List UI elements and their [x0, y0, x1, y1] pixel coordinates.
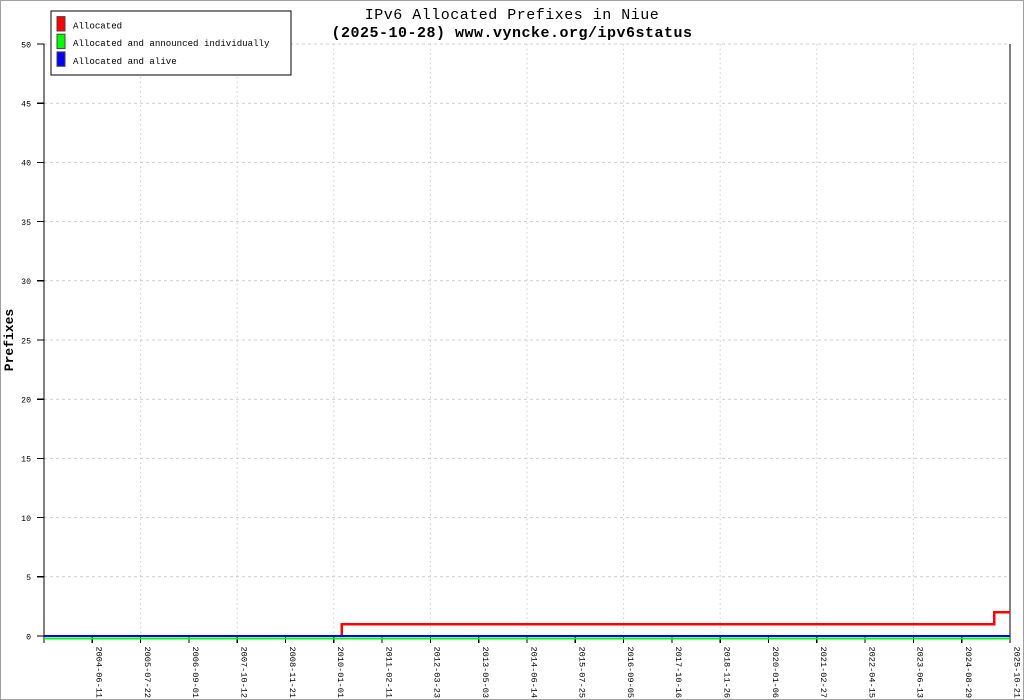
svg-text:2008-11-21: 2008-11-21 — [287, 647, 297, 699]
svg-text:2005-07-22: 2005-07-22 — [142, 647, 152, 699]
svg-text:2012-03-23: 2012-03-23 — [432, 647, 442, 699]
svg-text:2018-11-26: 2018-11-26 — [722, 647, 732, 699]
svg-text:35: 35 — [21, 219, 31, 228]
svg-text:2013-05-03: 2013-05-03 — [480, 647, 490, 699]
svg-text:20: 20 — [21, 397, 31, 406]
svg-text:2020-01-06: 2020-01-06 — [770, 647, 780, 699]
svg-text:15: 15 — [21, 456, 31, 465]
svg-text:45: 45 — [21, 101, 31, 110]
svg-text:2021-02-27: 2021-02-27 — [818, 647, 828, 699]
svg-text:2011-02-11: 2011-02-11 — [383, 647, 393, 699]
svg-text:30: 30 — [21, 278, 31, 287]
svg-text:Prefixes: Prefixes — [2, 309, 17, 372]
svg-text:5: 5 — [26, 574, 31, 583]
svg-text:2023-06-13: 2023-06-13 — [915, 647, 925, 699]
svg-text:Allocated and alive: Allocated and alive — [73, 56, 177, 67]
svg-text:25: 25 — [21, 337, 31, 346]
svg-text:2006-09-01: 2006-09-01 — [190, 647, 200, 699]
svg-text:2015-07-25: 2015-07-25 — [577, 647, 587, 699]
svg-text:10: 10 — [21, 515, 31, 524]
svg-text:2004-06-11: 2004-06-11 — [94, 647, 104, 699]
svg-text:2007-10-12: 2007-10-12 — [239, 647, 249, 699]
svg-text:50: 50 — [21, 41, 31, 50]
svg-text:40: 40 — [21, 160, 31, 169]
svg-text:2016-09-05: 2016-09-05 — [625, 647, 635, 699]
svg-text:2022-04-15: 2022-04-15 — [866, 647, 876, 699]
svg-text:0: 0 — [26, 633, 31, 642]
svg-text:2025-10-21: 2025-10-21 — [1011, 647, 1021, 699]
svg-text:2024-08-29: 2024-08-29 — [963, 647, 973, 699]
svg-text:2010-01-01: 2010-01-01 — [335, 647, 345, 699]
svg-text:2014-06-14: 2014-06-14 — [528, 647, 538, 699]
svg-text:2017-10-16: 2017-10-16 — [673, 647, 683, 699]
